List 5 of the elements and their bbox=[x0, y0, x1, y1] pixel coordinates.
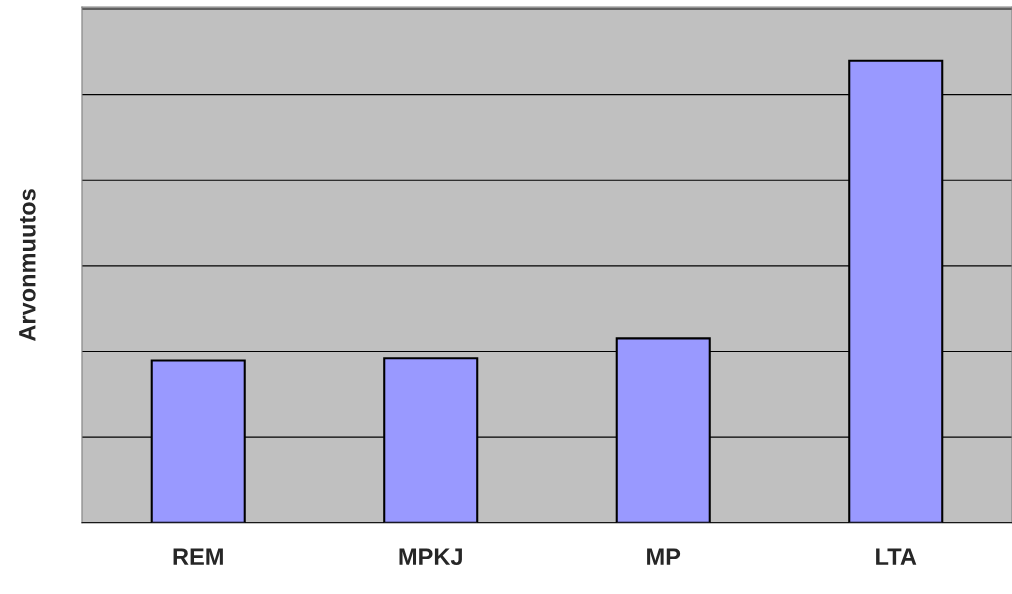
y-axis-title: Arvonmuutos bbox=[19, 189, 36, 342]
x-tick-label: REM bbox=[173, 548, 223, 565]
x-tick-label: MP bbox=[647, 548, 681, 565]
x-tick-label: MPKJ bbox=[399, 548, 462, 566]
x-tick-label: LTA bbox=[876, 548, 917, 565]
